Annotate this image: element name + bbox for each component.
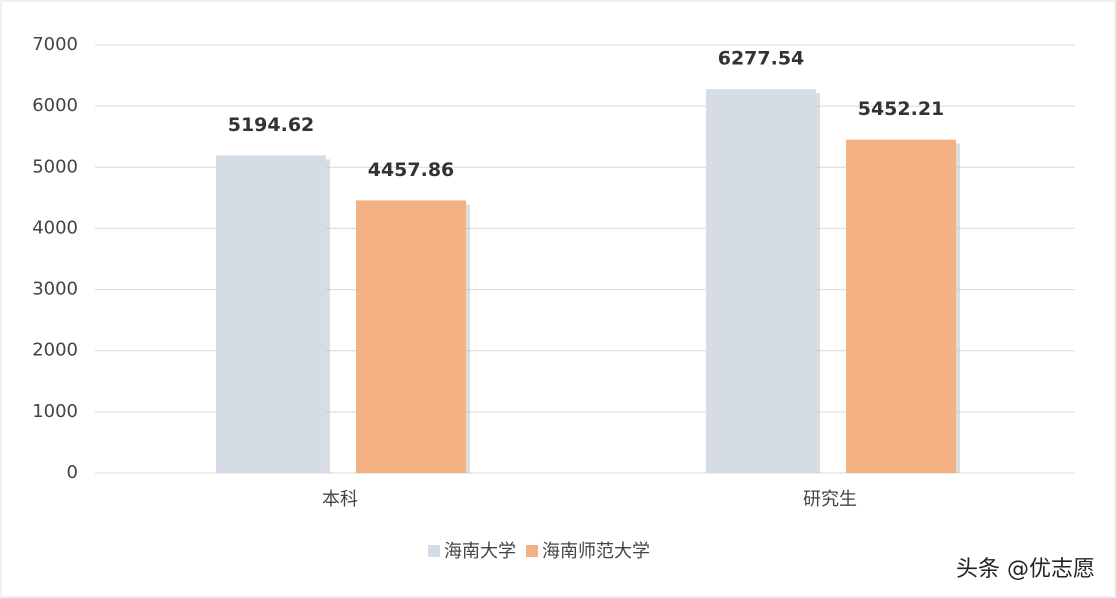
value-label: 5194.62 <box>228 114 315 136</box>
y-tick-label: 3000 <box>32 279 78 300</box>
bar <box>356 200 466 473</box>
y-tick-label: 6000 <box>32 95 78 116</box>
y-tick-label: 7000 <box>32 34 78 55</box>
bar <box>846 139 956 474</box>
bar <box>216 155 326 473</box>
legend-label: 海南师范大学 <box>542 541 650 562</box>
x-tick-label: 研究生 <box>803 489 857 510</box>
value-label: 5452.21 <box>858 98 945 120</box>
footer: 头条 @优志愿 <box>956 557 1095 582</box>
bar <box>706 89 816 473</box>
y-tick-label: 5000 <box>32 156 78 177</box>
legend-swatch <box>526 545 538 557</box>
y-tick-label: 4000 <box>32 217 78 238</box>
y-tick-label: 1000 <box>32 401 78 422</box>
legend-swatch <box>428 545 440 557</box>
value-label: 4457.86 <box>368 159 455 181</box>
y-tick-label: 2000 <box>32 340 78 361</box>
x-tick-label: 本科 <box>322 489 358 510</box>
y-tick-label: 0 <box>67 462 78 483</box>
value-label: 6277.54 <box>718 48 805 70</box>
legend-label: 海南大学 <box>444 541 516 562</box>
